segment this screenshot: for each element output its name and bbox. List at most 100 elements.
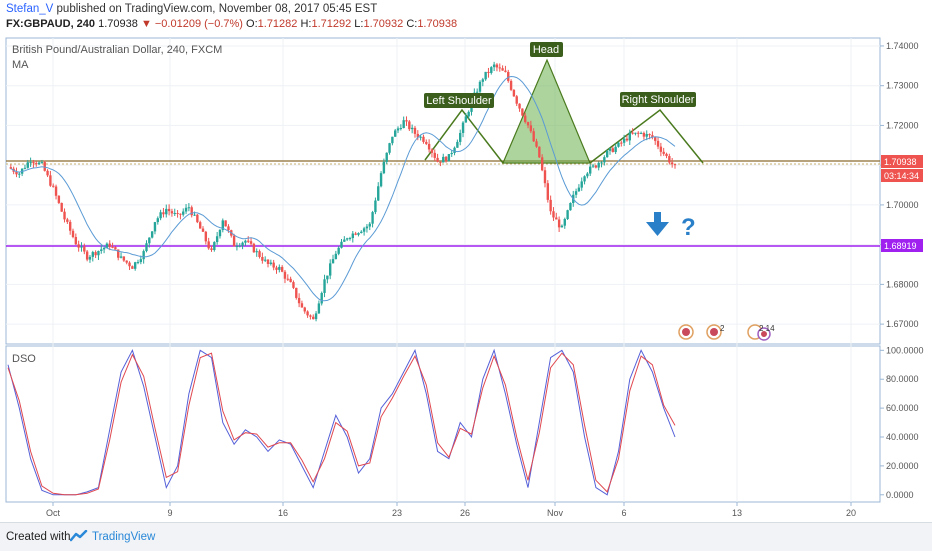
oscillator-pane[interactable] [5,345,881,503]
event-flag-icon[interactable]: 2 [706,324,725,340]
candle-body [145,243,148,252]
head-pattern-fill [502,58,591,164]
candle-body [566,210,569,219]
candle-body [478,81,482,92]
candle-body [518,103,521,109]
candle-body [377,186,380,201]
open-value: 1.71282 [257,18,298,30]
candle-body [170,211,174,214]
candle-body [526,122,530,126]
candle-body [210,248,213,251]
candle-body [368,223,371,227]
price-tick-label: 1.68000 [886,279,919,289]
candle-body [442,156,445,163]
candle-body [114,247,117,250]
candle-body [555,217,558,220]
candle-body [396,128,400,131]
candle-body [117,249,120,258]
candle-body [102,247,106,250]
candle-body [35,163,38,165]
candle-body [136,262,140,264]
candle-body [213,242,216,251]
candle-body [673,164,677,166]
candle-body [9,167,13,169]
tradingview-link[interactable]: TradingView [92,531,156,543]
candle-body [190,207,193,216]
candle-body [119,256,123,258]
candle-body [379,173,383,187]
candle-body [323,279,326,293]
candle-body [651,135,654,138]
price-change: ▼ −0.01209 (−0.7%) [140,18,243,30]
time-tick-label: 20 [846,508,856,518]
candle-body [450,152,453,155]
candle-body [337,247,340,254]
candle-body [484,71,487,80]
candle-body [331,259,335,264]
candle-body [634,132,637,134]
left-shoulder-label[interactable]: Left Shoulder [424,93,494,108]
candle-body [108,243,111,247]
candle-body [204,231,208,242]
candle-body [670,162,674,165]
candle-body [215,236,219,243]
time-tick-label: Oct [46,508,61,518]
event-flag-icon[interactable]: 2 14 [747,324,775,341]
candle-body [182,211,185,215]
candle-body [77,244,80,248]
candle-body [46,170,49,176]
support-tag-text: 1.68919 [884,241,917,251]
time-tick-label: 13 [732,508,742,518]
candle-body [74,237,78,245]
candle-body [631,132,634,134]
candle-body [642,132,646,137]
candle-body [351,233,355,239]
candle-body [131,266,134,269]
author-link[interactable]: Stefan_V [6,3,54,15]
oscillator-title: DSO [12,353,36,365]
candle-body [362,228,366,232]
candle-body [244,240,247,243]
osc-tick-label: 20.0000 [886,461,919,471]
candle-body [583,176,586,182]
candle-body [656,140,660,147]
low-value: 1.70932 [363,18,404,30]
candle-body [622,138,626,143]
dso-series-line [7,352,676,496]
event-flag-icon[interactable] [678,324,694,340]
head-text: Head [533,44,559,56]
osc-tick-label: 40.0000 [886,432,919,442]
candle-body [509,80,513,90]
symbol-name: FX:GBPAUD, 240 [6,18,96,30]
candle-body [111,246,114,248]
candle-body [532,131,535,142]
close-value: 1.70938 [417,18,458,30]
candle-body [563,218,566,226]
osc-tick-label: 60.0000 [886,403,919,413]
candle-body [413,127,417,134]
candle-body [328,263,332,276]
candle-body [68,221,72,231]
candle-body [29,162,32,164]
price-pane[interactable] [5,37,881,345]
candle-body [184,207,188,212]
candle-body [218,229,222,237]
candle-body [269,262,273,264]
candle-body [261,257,264,261]
tradingview-logo-icon[interactable] [70,530,88,542]
candle-body [165,208,168,215]
right-shoulder-text: Right Shoulder [622,94,695,106]
candle-body [464,116,468,123]
candle-body [306,311,309,316]
chart-canvas[interactable]: 1.740001.730001.720001.710001.700001.690… [0,34,932,522]
candle-body [57,195,61,203]
candle-body [385,152,388,162]
symbol-info: FX:GBPAUD, 240 1.70938 ▼ −0.01209 (−0.7%… [6,18,457,30]
time-axis: Oct 9 16 23 26 Nov 6 13 20 [46,502,856,518]
candle-body [574,191,578,195]
right-shoulder-label[interactable]: Right Shoulder [620,92,696,107]
candle-body [665,153,668,157]
left-shoulder-text: Left Shoulder [426,95,492,107]
candle-body [173,213,176,215]
head-label[interactable]: Head [530,42,563,57]
